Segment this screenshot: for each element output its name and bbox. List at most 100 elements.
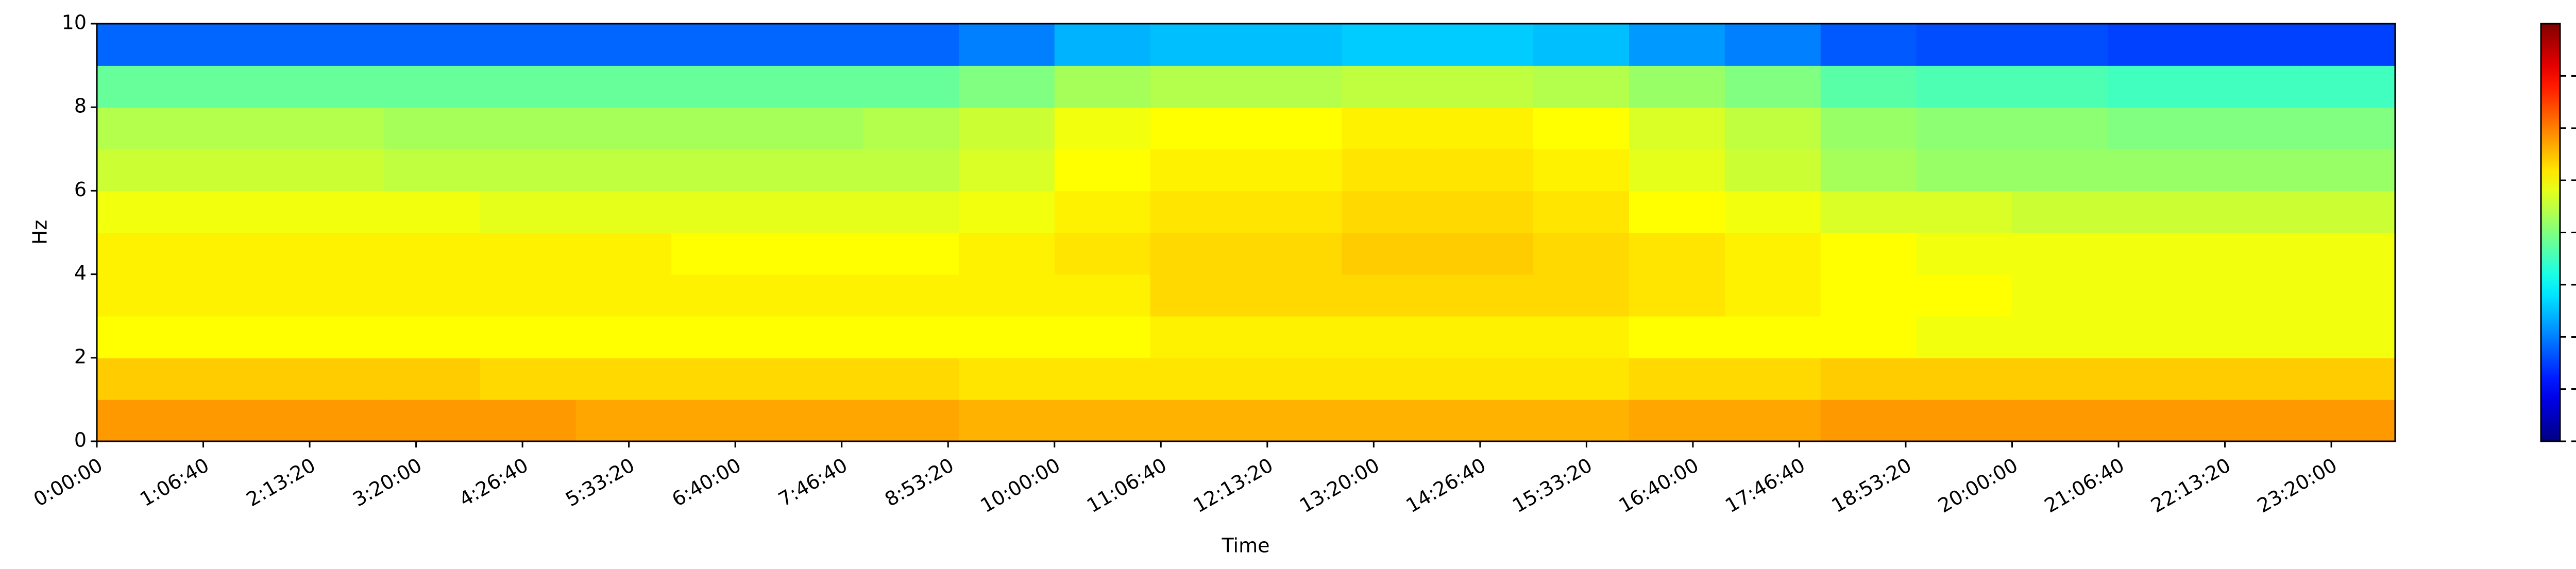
x-tick-label: 10:00:00 [976,454,1064,517]
spectrogram-cell [97,107,193,150]
spectrogram-cell [2012,232,2109,275]
spectrogram-cell [1916,274,2013,317]
spectrogram-cell [1820,232,1917,275]
spectrogram-cell [575,24,672,66]
spectrogram-cell [1916,24,2013,66]
spectrogram-cell [1054,274,1151,317]
spectrogram-cell [767,65,863,108]
spectrogram-cell [1054,232,1151,275]
spectrogram-cell [384,399,481,442]
spectrogram-cell [575,274,672,317]
spectrogram-cell [1820,149,1917,192]
spectrogram-cell [1246,232,1343,275]
spectrogram-cell [767,232,863,275]
spectrogram-cell [2204,149,2300,192]
spectrogram-cell [480,357,577,400]
spectrogram-cell [1629,24,1725,66]
colorbar-tick-label: -60 dB [2570,324,2576,347]
spectrogram-cell [2299,149,2396,192]
spectrogram-cell [1629,232,1725,275]
spectrogram-cell [1342,357,1438,400]
spectrogram-cell [1342,191,1438,233]
spectrogram-cell [1820,316,1917,358]
spectrogram-cell [767,149,863,192]
x-tick-label: 1:06:40 [136,454,213,511]
spectrogram-cell [1342,107,1438,150]
spectrogram-cell [2108,399,2205,442]
spectrogram-cell [2108,149,2205,192]
spectrogram-cell [1629,191,1725,233]
spectrogram-cell [1342,316,1438,358]
spectrogram-cell [575,357,672,400]
spectrogram-cell [2012,107,2109,150]
colorbar-tick-label: -30 dB [2570,168,2576,191]
spectrogram-cell [1437,357,1534,400]
colorbar-tick-label: -80 dB [2570,429,2576,452]
spectrogram-cell [1724,232,1821,275]
spectrogram-cell [575,316,672,358]
spectrogram-cell [2204,232,2300,275]
spectrogram-cell [2299,232,2396,275]
spectrogram-cell [1533,191,1630,233]
y-tick-label: 8 [74,95,87,117]
spectrogram-cell [2299,107,2396,150]
spectrogram-cell [958,107,1055,150]
spectrogram-cell [863,274,959,317]
x-tick-label: 3:20:00 [349,454,426,511]
spectrogram-cell [2108,316,2205,358]
spectrogram-cell [1246,274,1343,317]
x-tick-label: 20:00:00 [1934,454,2022,517]
spectrogram-cell [2108,357,2205,400]
spectrogram-cell [384,316,481,358]
spectrogram-cell [1533,232,1630,275]
spectrogram-cell [288,24,385,66]
spectrogram-cell [1724,191,1821,233]
spectrogram-cell [1054,191,1151,233]
spectrogram-cell [1629,316,1725,358]
spectrogram-cell [1246,149,1343,192]
spectrogram-cell [1533,399,1630,442]
spectrogram-cell [288,274,385,317]
spectrogram-cell [1054,24,1151,66]
spectrogram-cell [288,357,385,400]
spectrogram-cell [1342,274,1438,317]
spectrogram-cell [1724,107,1821,150]
spectrogram-cell [1916,399,2013,442]
spectrogram-cell [97,24,193,66]
x-tick-label: 7:46:40 [774,454,851,511]
spectrogram-cell [1342,24,1438,66]
spectrogram-cell [1246,191,1343,233]
spectrogram-cell [384,357,481,400]
spectrogram-cell [767,274,863,317]
spectrogram-cell [1437,24,1534,66]
y-axis-label: Hz [29,220,52,245]
colorbar-tick-label: -10 dB [2570,63,2576,86]
spectrogram-cell [863,107,959,150]
spectrogram-cell [384,107,481,150]
spectrogram-cell [1054,107,1151,150]
spectrogram-cell [1724,65,1821,108]
spectrogram-cell [958,65,1055,108]
spectrogram-cell [192,399,289,442]
spectrogram-cell [192,316,289,358]
spectrogram-cell [2108,191,2205,233]
spectrogram-cell [1820,65,1917,108]
spectrogram-cell [192,274,289,317]
spectrogram-cell [2299,399,2396,442]
spectrogram-cell [958,274,1055,317]
spectrogram-cell [1437,149,1534,192]
spectrogram-cell [1724,357,1821,400]
spectrogram-cell [2204,107,2300,150]
spectrogram-cell [1150,316,1247,358]
spectrogram-cell [480,107,577,150]
spectrogram-cell [1246,65,1343,108]
colorbar-tick-label: -70 dB [2570,376,2576,399]
spectrogram-cell [767,316,863,358]
x-tick-label: 13:20:00 [1296,454,1383,517]
spectrogram-cell [192,232,289,275]
spectrogram-cell [1437,399,1534,442]
spectrogram-cell [1150,274,1247,317]
spectrogram-cell [767,191,863,233]
spectrogram-cell [575,65,672,108]
spectrogram-cell [2299,65,2396,108]
